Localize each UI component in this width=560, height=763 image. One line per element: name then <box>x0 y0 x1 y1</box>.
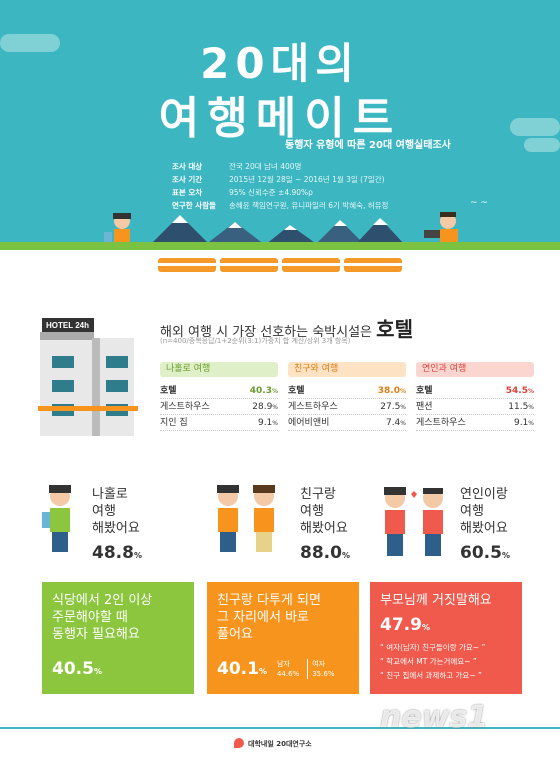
title-line-2: 여행메이트 <box>158 93 402 144</box>
info-key: 조사 기간 <box>172 175 203 184</box>
survey-info: 조사 대상 전국 20대 남녀 400명 조사 기간 2015년 12월 28일 ~… <box>172 160 388 212</box>
hotel-question-text: 해외 여행 시 가장 선호하는 숙박시설은 <box>160 325 373 340</box>
box-pct: 40.1% <box>217 659 267 679</box>
hotel-question: 해외 여행 시 가장 선호하는 숙박시설은 호텔 <box>160 313 413 342</box>
train-car <box>282 258 340 272</box>
box-couple: 부모님께 거짓말해요 47.9% “ 여자(남자) 친구들이랑 가요~ ” “ … <box>370 582 522 694</box>
landscape-illustration: ~ ~ <box>104 198 488 263</box>
header-banner: 20대의 여행메이트 동행자 유형에 따른 20대 여행실태조사 조사 대상 전국… <box>0 0 560 283</box>
pct-friends: 88.0% <box>300 543 350 563</box>
column-couple: 연인과 여행 호텔 54.5% 팬션 11.5% 게스트하우스 9.1% <box>416 362 534 431</box>
box-friends: 친구랑 다투게 되면 그 자리에서 바로 풀어요 40.1% 남자 44.6% 여… <box>207 582 359 694</box>
box-text: 친구랑 다투게 되면 그 자리에서 바로 풀어요 <box>217 593 321 642</box>
news-watermark: news1 <box>380 700 489 735</box>
box-text: 부모님께 거짓말해요 <box>380 593 492 608</box>
box-pct: 40.5% <box>52 659 102 679</box>
question-couple: 연인이랑 여행 해봤어요 <box>460 487 508 536</box>
ground <box>0 250 560 283</box>
title-line-1: 20대의 <box>200 39 360 88</box>
gender-breakdown-female: 여자 35.6% <box>307 659 334 679</box>
hotel-sign: HOTEL 24h <box>46 321 89 330</box>
cloud-shape <box>510 118 560 136</box>
box-text: 식당에서 2인 이상 주문해야할 때 동행자 필요해요 <box>52 593 153 642</box>
cloud-shape <box>524 138 560 152</box>
hotel-answer: 호텔 <box>376 317 413 341</box>
info-value: 2015년 12월 28일 ~ 2016년 1월 3일 (7일간) <box>229 175 385 184</box>
train-car <box>158 258 216 272</box>
friends-figure <box>217 485 275 552</box>
column-friends: 친구와 여행 호텔 38.0% 게스트하우스 27.5% 에어비앤비 7.4% <box>288 362 406 431</box>
box-solo: 식당에서 2인 이상 주문해야할 때 동행자 필요해요 40.5% <box>42 582 194 694</box>
pct-solo: 48.8% <box>92 543 142 563</box>
cloud-shape <box>0 34 60 52</box>
info-value: 전국 20대 남녀 400명 <box>229 162 302 171</box>
hotel-note: (n=400/중복응답/1+2순위(3:1)가중치 합 계산/상위 3개 항목) <box>160 337 351 345</box>
train-car <box>220 258 278 272</box>
location-pin-icon <box>234 738 244 748</box>
footer: 대학내일 20대연구소 <box>0 727 560 763</box>
quotes-list: “ 여자(남자) 친구들이랑 가요~ ” “ 학교에서 MT 가는거에요~ ” … <box>380 643 486 680</box>
footer-lab: 대학내일 20대연구소 <box>248 740 312 748</box>
info-key: 연구한 사람들 <box>172 201 217 210</box>
box-pct: 47.9% <box>380 615 430 635</box>
couple-figure <box>384 487 443 556</box>
pct-couple: 60.5% <box>460 543 510 563</box>
gender-breakdown: 남자 44.6% <box>276 660 300 678</box>
info-value: 95% 신뢰수준 ±4.90%p <box>229 188 313 197</box>
question-friends: 친구랑 여행 해봤어요 <box>300 487 348 536</box>
column-label: 나홀로 여행 <box>160 362 278 377</box>
solo-traveler-figure <box>42 485 71 552</box>
subtitle: 동행자 유형에 따른 20대 여행실태조사 <box>285 140 451 151</box>
info-key: 조사 대상 <box>172 162 203 171</box>
hotel-building-illustration: HOTEL 24h <box>38 318 138 436</box>
train-car <box>344 258 402 272</box>
info-key: 표본 오차 <box>172 188 203 197</box>
column-label: 친구와 여행 <box>288 362 406 377</box>
svg-text:~ ~: ~ ~ <box>470 198 488 208</box>
column-label: 연인과 여행 <box>416 362 534 377</box>
column-solo: 나홀로 여행 호텔 40.3% 게스트하우스 28.9% 지인 집 9.1% <box>160 362 278 431</box>
info-value: 송혜윤 책임연구원, 유니파일러 6기 박혜숙, 허유정 <box>229 201 389 210</box>
question-solo: 나홀로 여행 해봤어요 <box>92 487 140 536</box>
